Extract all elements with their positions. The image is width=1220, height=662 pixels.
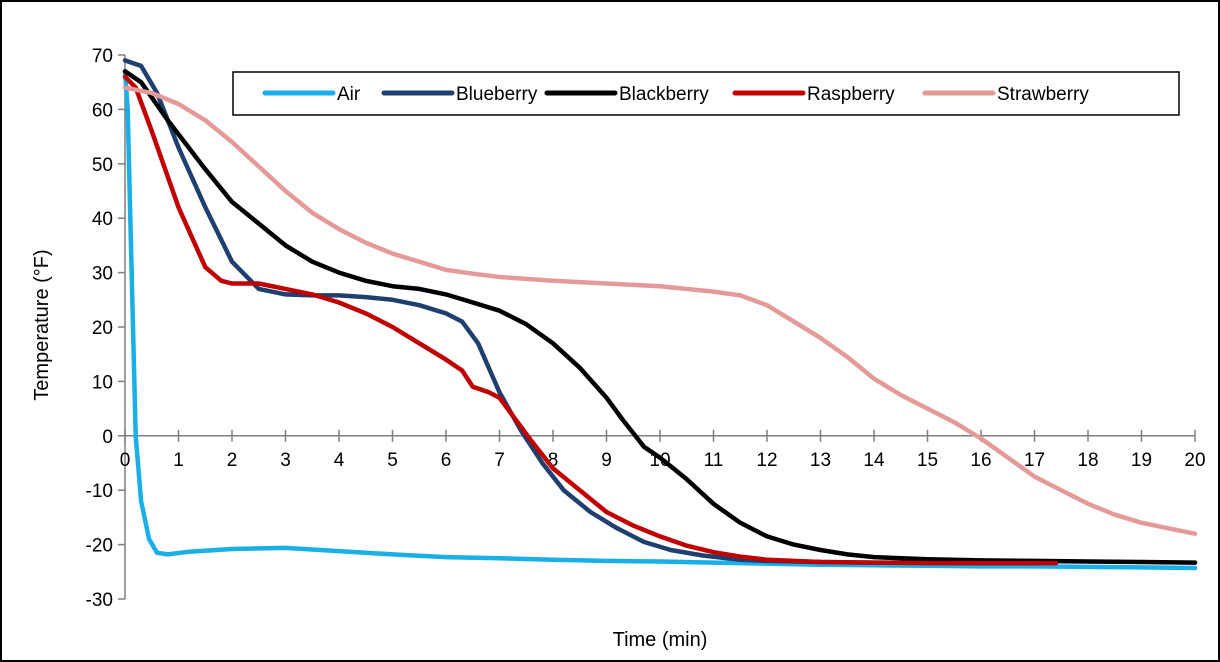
legend-label-blackberry: Blackberry (619, 84, 709, 105)
y-tick-label: 60 (92, 100, 113, 121)
y-tick-label: 40 (92, 209, 113, 230)
x-axis-title: Time (min) (613, 629, 708, 651)
y-tick-label: 20 (92, 318, 113, 339)
legend: Air Blueberry Blackberry Raspberry Strawberr… (232, 71, 1180, 116)
y-tick-label: 0 (102, 427, 113, 448)
y-tick-label: 10 (92, 372, 113, 393)
x-tick-label: 20 (1184, 450, 1205, 471)
x-tick-label: 11 (704, 450, 724, 471)
y-axis-title: Temperature (°F) (31, 249, 53, 400)
x-tick-label: 16 (970, 450, 991, 471)
legend-label-raspberry: Raspberry (807, 84, 895, 105)
x-tick-label: 12 (756, 450, 777, 471)
y-tick-label: -10 (86, 481, 113, 502)
legend-label-strawberry: Strawberry (997, 84, 1089, 105)
x-tick-label: 7 (494, 450, 505, 471)
x-tick-label: 18 (1077, 450, 1098, 471)
y-tick-label: 70 (92, 46, 113, 67)
legend-label-blueberry: Blueberry (456, 84, 538, 105)
x-tick-label: 4 (334, 450, 345, 471)
x-tick-label: 9 (601, 450, 612, 471)
series-line-raspberry (122, 74, 1059, 566)
y-tick-label: -20 (86, 536, 113, 557)
series-line-air (122, 69, 1198, 571)
x-tick-label: 15 (917, 450, 938, 471)
x-tick-label: 6 (441, 450, 452, 471)
y-tick-label: -30 (86, 590, 113, 611)
x-tick-label: 3 (280, 450, 291, 471)
legend-label-air: Air (337, 84, 361, 105)
x-tick-label: 19 (1131, 450, 1152, 471)
x-tick-label: 2 (227, 450, 238, 471)
series-lines (122, 58, 1198, 571)
x-tick-label: 8 (548, 450, 559, 471)
x-tick-label: 5 (387, 450, 398, 471)
y-tick-label: 30 (92, 264, 113, 285)
x-tick-label: 0 (120, 450, 131, 471)
x-tick-label: 13 (810, 450, 831, 471)
x-tick-label: 17 (1024, 450, 1045, 471)
y-tick-label: 50 (92, 155, 113, 176)
series-line-blackberry (122, 69, 1198, 565)
x-tick-label: 14 (863, 450, 885, 471)
x-tick-label: 1 (173, 450, 184, 471)
series-line-strawberry (122, 85, 1198, 536)
